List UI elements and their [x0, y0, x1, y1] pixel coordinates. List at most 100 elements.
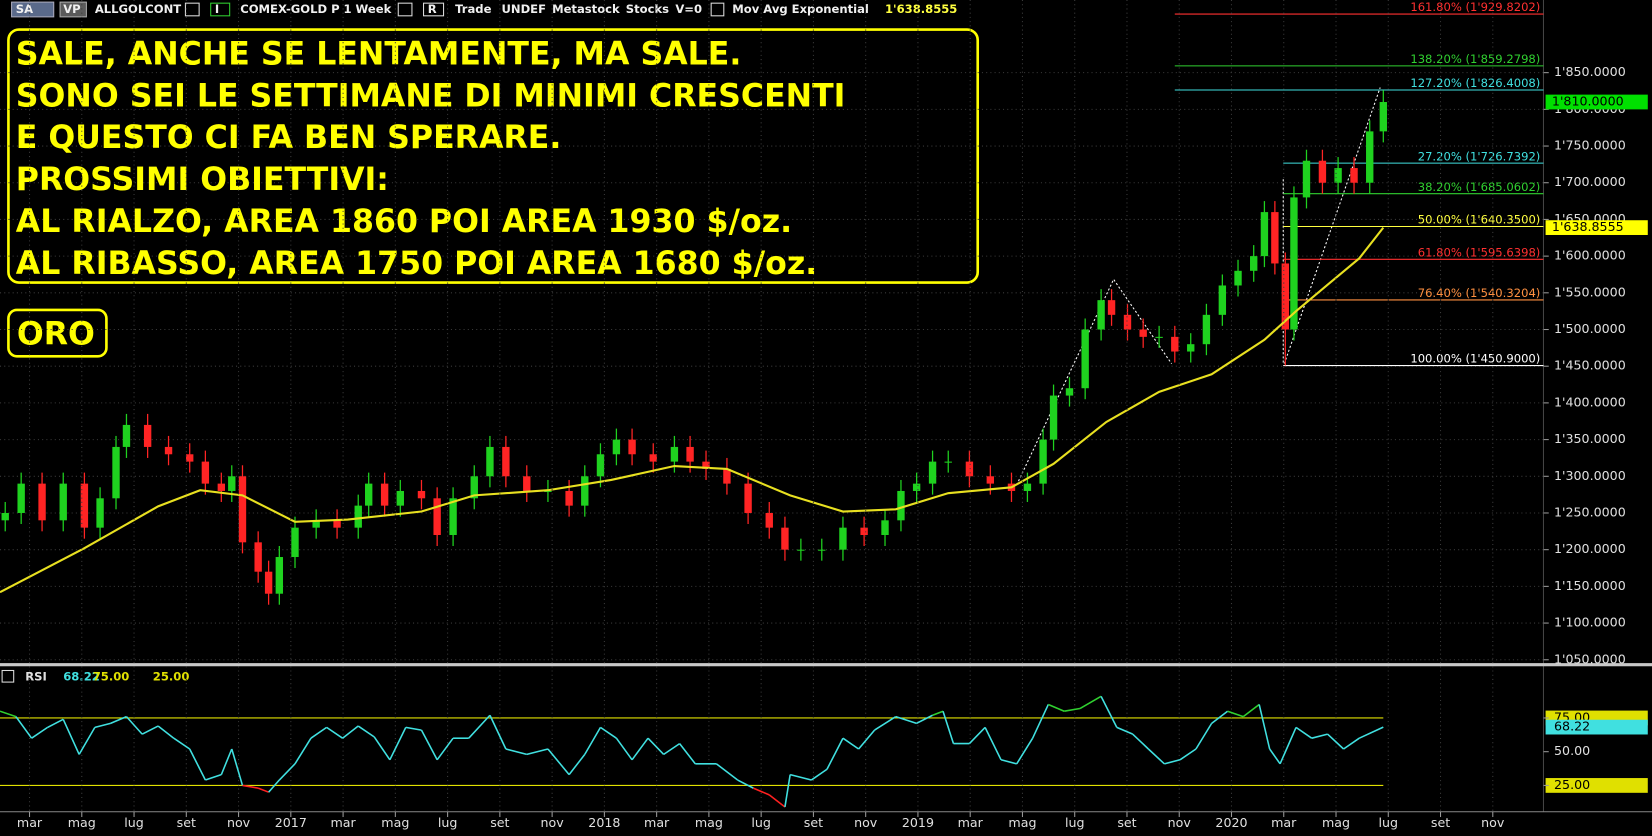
rsi-segment	[737, 779, 754, 789]
candle-body	[1155, 336, 1163, 338]
rsi-segment	[0, 710, 17, 718]
x-tick-label: 2019	[902, 815, 934, 830]
y-tick-label: 1'050.0000	[1554, 651, 1626, 666]
close-button[interactable]	[710, 2, 725, 17]
label-box	[7, 308, 108, 358]
rsi-segment	[810, 768, 828, 781]
rsi-segment	[1268, 748, 1281, 765]
rsi-segment	[489, 714, 507, 750]
x-tick-label: lug	[751, 815, 771, 830]
rsi-segment	[663, 742, 681, 756]
rsi-segment	[1064, 707, 1081, 712]
toolbar-item: Stocks	[626, 2, 669, 16]
candle-body	[1379, 102, 1387, 132]
rsi-segment	[968, 726, 986, 745]
x-tick-label: lug	[1065, 815, 1085, 830]
candle-body	[986, 476, 995, 484]
rsi-segment	[1116, 726, 1134, 735]
level-tag	[1545, 778, 1648, 793]
price-tag-label: 1'810.0000	[1552, 94, 1624, 109]
rsi-segment	[205, 773, 222, 781]
fib-label: 50.00% (1'640.3500)	[1418, 213, 1541, 227]
candle-body	[544, 490, 552, 493]
candle-body	[143, 424, 152, 447]
rsi-segment	[94, 722, 111, 729]
candle-body	[1, 512, 9, 521]
toolbar-button[interactable]	[210, 2, 231, 17]
x-tick-label: lug	[438, 815, 458, 830]
rsi-segment	[268, 779, 280, 793]
toolbar-button[interactable]	[423, 2, 445, 17]
candle-body	[38, 483, 46, 521]
fib-label: 127.20% (1'826.4008)	[1410, 76, 1540, 90]
candle-body	[354, 505, 362, 528]
candle-body	[1202, 314, 1211, 345]
x-tick-label: nov	[854, 815, 878, 830]
dropdown[interactable]	[397, 2, 413, 17]
candle-body	[1334, 168, 1342, 183]
rsi-segment	[1164, 759, 1181, 765]
rsi-segment	[257, 787, 269, 793]
fib-label: 161.80% (1'929.8202)	[1410, 0, 1540, 14]
rsi-segment	[310, 726, 328, 739]
y-tick-label: 1'350.0000	[1554, 431, 1626, 446]
rsi-segment	[242, 784, 259, 789]
candle-body	[965, 461, 974, 477]
candle-body	[1039, 439, 1047, 484]
dropdown[interactable]	[184, 2, 200, 17]
candle-body	[818, 549, 826, 551]
rsi-segment	[1179, 748, 1197, 761]
toolbar-item: SA	[16, 2, 33, 16]
candle-body	[417, 490, 426, 499]
candle-body	[612, 439, 621, 455]
rsi-segment	[220, 748, 233, 775]
rsi-segment	[784, 774, 791, 808]
candle-body	[1350, 168, 1358, 183]
rsi-segment	[916, 714, 933, 725]
rsi-segment	[15, 716, 33, 739]
y-tick-label: 1'600.0000	[1554, 248, 1626, 263]
value-tag	[1545, 719, 1648, 735]
candle-body	[581, 476, 589, 506]
rsi-segment	[858, 729, 876, 750]
close-button[interactable]	[1, 669, 15, 683]
toolbar-item: Mov Avg Exponential	[732, 2, 869, 16]
rsi-segment	[157, 725, 175, 739]
candle-body	[17, 483, 25, 513]
candle-body	[1218, 285, 1227, 315]
x-tick-label: mar	[17, 815, 43, 830]
toolbar-button[interactable]	[11, 1, 55, 18]
rsi-segment	[78, 727, 96, 755]
toolbar-button[interactable]	[59, 1, 87, 18]
rsi-segment	[842, 737, 860, 750]
rsi-segment	[1132, 733, 1149, 750]
rsi-segment	[1311, 733, 1328, 739]
candle-body	[1260, 212, 1269, 257]
fib-label: 76.40% (1'540.3204)	[1418, 286, 1541, 300]
rsi-segment	[47, 718, 64, 729]
rsi-segment	[468, 714, 491, 739]
rsi-segment	[1195, 722, 1213, 750]
candle-body	[596, 454, 605, 477]
candle-body	[1234, 270, 1242, 286]
candle-body	[839, 527, 847, 550]
toolbar-item: ALLGOLCONT	[95, 2, 181, 16]
x-tick-label: mag	[1008, 815, 1036, 830]
candle-body	[1281, 263, 1290, 330]
rsi-segment	[505, 748, 527, 756]
rsi-segment	[1358, 726, 1384, 739]
rsi-segment	[547, 748, 570, 776]
candle-body	[897, 490, 905, 521]
rsi-segment	[679, 743, 696, 765]
candle-body	[502, 446, 510, 477]
rsi-segment	[932, 710, 944, 716]
x-tick-label: nov	[227, 815, 251, 830]
candle-body	[312, 520, 320, 528]
x-tick-label: 2020	[1215, 815, 1247, 830]
rsi-segment	[1279, 727, 1297, 765]
rsi-segment	[231, 748, 244, 786]
candle-body	[1250, 256, 1258, 271]
annotation: SALE, ANCHE SE LENTAMENTE, MA SALE.	[16, 36, 742, 72]
candle-body	[565, 490, 573, 506]
